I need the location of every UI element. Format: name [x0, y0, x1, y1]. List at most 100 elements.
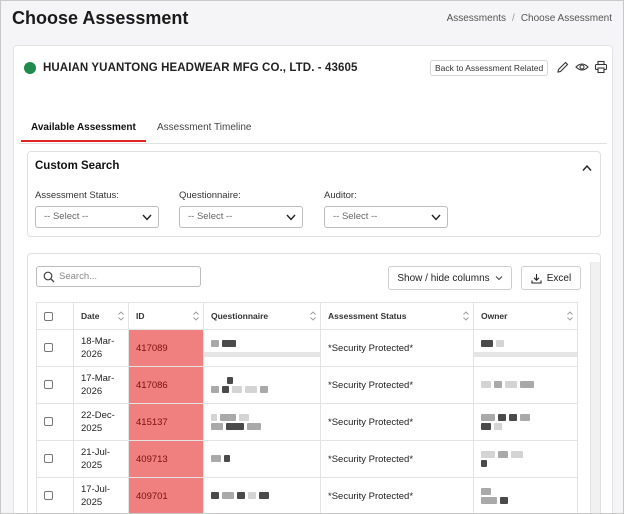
back-to-assessment-related-button[interactable]: Back to Assessment Related: [430, 60, 549, 76]
column-header-label: Questionnaire: [211, 311, 269, 321]
date-cell: 17-Jul- 2025: [73, 477, 129, 513]
status-cell: *Security Protected*: [320, 366, 474, 404]
breadcrumb-separator: /: [512, 13, 515, 24]
assessment-status-value: -- Select --: [44, 211, 89, 222]
column-header-id[interactable]: ID: [128, 302, 204, 330]
row-select-cell: [36, 366, 74, 404]
tab-available-assessment[interactable]: Available Assessment: [21, 122, 146, 142]
status-dot-icon: [24, 62, 36, 74]
excel-export-button[interactable]: Excel: [521, 266, 581, 290]
assessment-card: HUAIAN YUANTONG HEADWEAR MFG CO., LTD. -…: [13, 45, 613, 513]
company-name: HUAIAN YUANTONG HEADWEAR MFG CO., LTD. -…: [43, 62, 358, 74]
questionnaire-cell-redacted: [203, 403, 321, 441]
row-checkbox[interactable]: [44, 417, 53, 427]
date-cell: 22-Dec- 2025: [73, 403, 129, 441]
vertical-scrollbar[interactable]: [590, 262, 600, 513]
id-cell[interactable]: 417089: [128, 329, 204, 367]
date-cell: 21-Jul- 2025: [73, 440, 129, 478]
status-cell: *Security Protected*: [320, 477, 474, 513]
table-row[interactable]: 17-Mar- 2026 417086 *Security Protected*: [36, 366, 578, 404]
chevron-up-icon[interactable]: [582, 164, 592, 172]
breadcrumb: Assessments / Choose Assessment: [447, 13, 612, 24]
owner-cell-redacted: [473, 477, 578, 513]
table-row[interactable]: 17-Jul- 2025 409701 *Security Protected*: [36, 477, 578, 513]
date-cell: 18-Mar- 2026: [73, 329, 129, 367]
table-row[interactable]: 22-Dec- 2025 415137 *Security Protected*: [36, 403, 578, 441]
table-search-input[interactable]: [59, 269, 197, 284]
sort-icon: [310, 311, 316, 321]
download-icon: [531, 273, 542, 284]
questionnaire-value: -- Select --: [188, 211, 233, 222]
custom-search-panel: Custom Search Assessment Status: -- Sele…: [27, 151, 601, 237]
id-cell[interactable]: 415137: [128, 403, 204, 441]
row-checkbox[interactable]: [44, 491, 53, 501]
eye-icon[interactable]: [575, 60, 589, 74]
auditor-label: Auditor:: [324, 190, 357, 201]
header-actions: [556, 60, 608, 74]
row-select-cell: [36, 440, 74, 478]
sort-icon: [463, 311, 469, 321]
chevron-down-icon: [431, 214, 441, 221]
id-cell[interactable]: 417086: [128, 366, 204, 404]
assessment-table-panel: Show / hide columns Excel Date ID Questi: [27, 253, 601, 513]
owner-cell-redacted: [473, 329, 578, 367]
auditor-select[interactable]: -- Select --: [324, 206, 448, 228]
table-row[interactable]: 18-Mar- 2026 417089 *Security Protected*: [36, 329, 578, 367]
questionnaire-cell-redacted: [203, 329, 321, 367]
assessment-table: Date ID Questionnaire Assessment Status …: [36, 302, 578, 513]
edit-icon[interactable]: [556, 60, 570, 74]
column-header-label: Owner: [481, 311, 508, 321]
chevron-down-icon: [142, 214, 152, 221]
breadcrumb-assessments[interactable]: Assessments: [446, 13, 507, 24]
id-cell[interactable]: 409701: [128, 477, 204, 513]
breadcrumb-current: Choose Assessment: [520, 13, 612, 24]
row-select-cell: [36, 403, 74, 441]
owner-cell-redacted: [473, 366, 578, 404]
id-cell[interactable]: 409713: [128, 440, 204, 478]
tab-assessment-timeline[interactable]: Assessment Timeline: [157, 122, 252, 133]
date-cell: 17-Mar- 2026: [73, 366, 129, 404]
row-select-cell: [36, 329, 74, 367]
show-hide-columns-label: Show / hide columns: [397, 272, 490, 284]
excel-label: Excel: [546, 272, 572, 284]
search-icon: [43, 271, 55, 283]
row-checkbox[interactable]: [44, 380, 53, 390]
page-title: Choose Assessment: [12, 8, 189, 28]
column-header-label: Assessment Status: [328, 311, 407, 321]
table-row[interactable]: 21-Jul- 2025 409713 *Security Protected*: [36, 440, 578, 478]
column-header-questionnaire[interactable]: Questionnaire: [203, 302, 321, 330]
status-cell: *Security Protected*: [320, 329, 474, 367]
print-icon[interactable]: [594, 60, 608, 74]
select-all-header: [36, 302, 74, 330]
column-header-owner[interactable]: Owner: [473, 302, 578, 330]
chevron-down-icon: [286, 214, 296, 221]
questionnaire-cell-redacted: [203, 440, 321, 478]
company-header: HUAIAN YUANTONG HEADWEAR MFG CO., LTD. -…: [24, 62, 358, 74]
sort-icon: [567, 311, 573, 321]
select-all-checkbox[interactable]: [44, 312, 53, 322]
row-select-cell: [36, 477, 74, 513]
custom-search-title: Custom Search: [35, 160, 120, 172]
row-checkbox[interactable]: [44, 454, 53, 464]
owner-cell-redacted: [473, 440, 578, 478]
owner-cell-redacted: [473, 403, 578, 441]
status-cell: *Security Protected*: [320, 403, 474, 441]
column-header-date[interactable]: Date: [73, 302, 129, 330]
questionnaire-select[interactable]: -- Select --: [179, 206, 303, 228]
chevron-down-icon: [495, 276, 503, 281]
sort-icon: [193, 311, 199, 321]
tab-bar: Available Assessment Assessment Timeline: [19, 118, 607, 144]
column-header-assessment-status[interactable]: Assessment Status: [320, 302, 474, 330]
table-header-row: Date ID Questionnaire Assessment Status …: [36, 302, 578, 330]
questionnaire-label: Questionnaire:: [179, 190, 241, 201]
assessment-status-select[interactable]: -- Select --: [35, 206, 159, 228]
questionnaire-cell-redacted: [203, 477, 321, 513]
row-checkbox[interactable]: [44, 343, 53, 353]
column-header-label: ID: [136, 311, 145, 321]
table-search[interactable]: [36, 266, 201, 287]
status-cell: *Security Protected*: [320, 440, 474, 478]
show-hide-columns-button[interactable]: Show / hide columns: [388, 266, 512, 290]
assessment-status-label: Assessment Status:: [35, 190, 119, 201]
sort-icon: [118, 311, 124, 321]
